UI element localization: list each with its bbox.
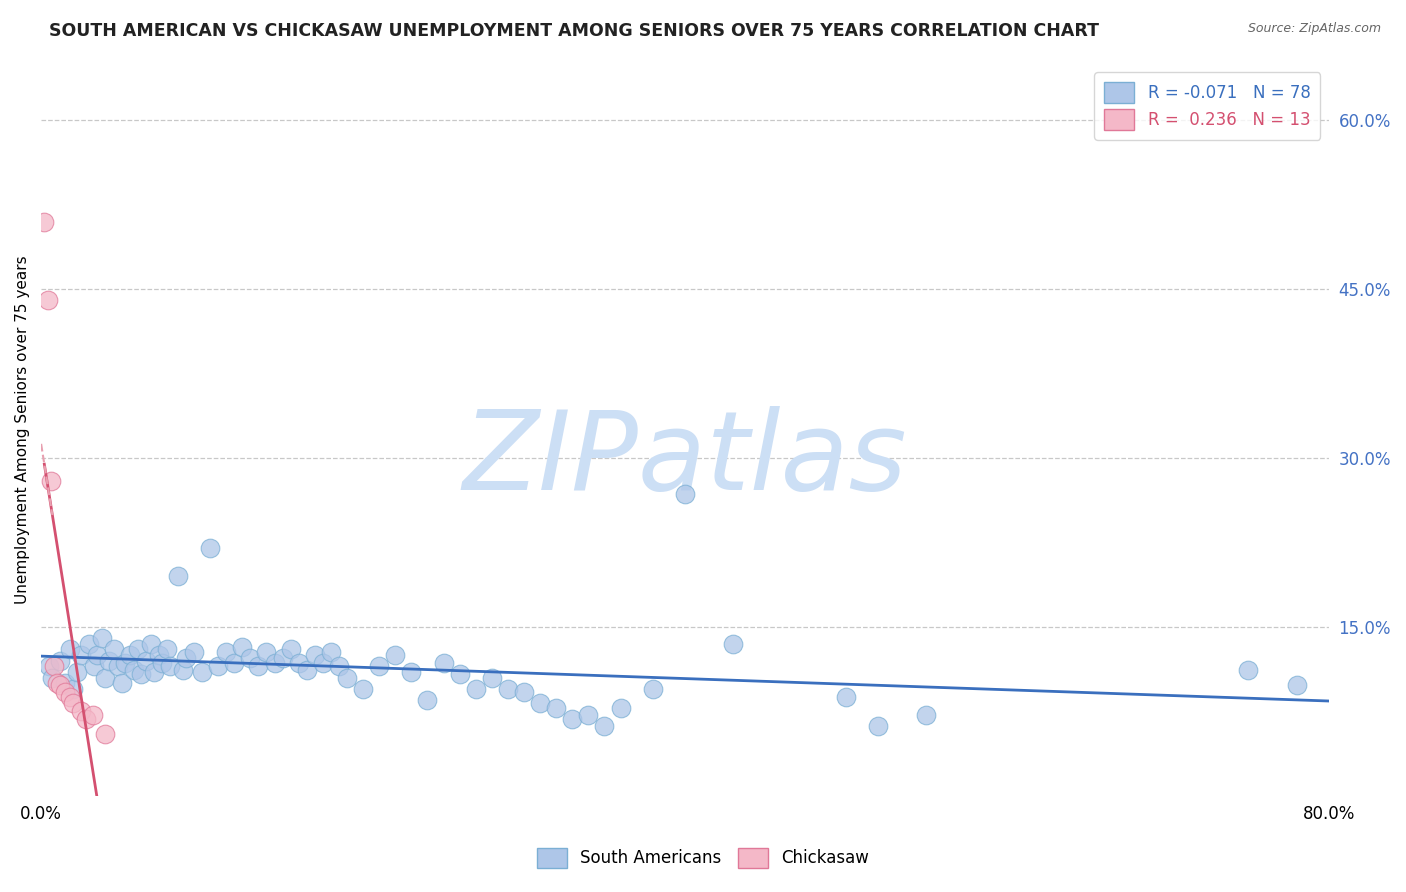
Point [70,704,93,718]
Point [593,719,616,733]
Point [62,681,84,696]
Text: SOUTH AMERICAN VS CHICKASAW UNEMPLOYMENT AMONG SENIORS OVER 75 YEARS CORRELATION: SOUTH AMERICAN VS CHICKASAW UNEMPLOYMENT… [49,22,1099,40]
Point [183,645,205,659]
Point [86,648,108,662]
Point [39,474,62,488]
Point [401,665,423,679]
Point [110,676,132,690]
Point [247,659,270,673]
Point [673,487,696,501]
Point [49,654,72,668]
Point [34,214,56,228]
Point [148,648,170,662]
Point [53,676,76,690]
Point [529,697,551,711]
Point [139,637,162,651]
Point [150,656,173,670]
Point [416,693,439,707]
Point [1237,663,1260,677]
Point [82,707,104,722]
Point [103,642,125,657]
Point [70,648,93,662]
Point [142,665,165,679]
Point [915,707,938,722]
Point [79,637,101,651]
Point [94,671,117,685]
Point [62,697,84,711]
Point [328,659,350,673]
Point [287,656,309,670]
Point [167,569,190,583]
Point [256,645,278,659]
Point [561,712,583,726]
Point [37,293,59,308]
Point [352,681,374,696]
Point [129,667,152,681]
Point [46,676,69,690]
Point [609,701,631,715]
Point [172,663,194,677]
Point [127,642,149,657]
Point [41,671,63,685]
Point [156,642,179,657]
Point [449,667,471,681]
Point [312,656,335,670]
Point [114,656,136,670]
Point [38,659,60,673]
Point [481,671,503,685]
Y-axis label: Unemployment Among Seniors over 75 years: Unemployment Among Seniors over 75 years [15,256,30,604]
Point [59,642,82,657]
Point [124,663,146,677]
Point [118,648,141,662]
Point [107,659,129,673]
Point [295,663,318,677]
Text: Source: ZipAtlas.com: Source: ZipAtlas.com [1247,22,1381,36]
Point [59,690,82,704]
Point [368,659,391,673]
Point [464,681,486,696]
Point [65,665,87,679]
Point [1285,678,1308,692]
Point [513,685,536,699]
Point [94,727,117,741]
Point [835,690,858,704]
Point [641,681,664,696]
Point [239,651,262,665]
Point [432,656,454,670]
Point [97,654,120,668]
Point [336,671,359,685]
Point [83,659,105,673]
Point [207,659,229,673]
Point [75,712,97,726]
Point [723,637,745,651]
Point [135,654,157,668]
Point [496,681,519,696]
Legend: South Americans, Chickasaw: South Americans, Chickasaw [530,841,876,875]
Point [319,645,342,659]
Point [191,665,214,679]
Legend: R = -0.071   N = 78, R =  0.236   N = 13: R = -0.071 N = 78, R = 0.236 N = 13 [1094,72,1320,140]
Point [159,659,181,673]
Point [304,648,326,662]
Point [263,656,285,670]
Point [91,631,114,645]
Point [174,651,197,665]
Point [215,645,238,659]
Point [280,642,302,657]
Point [224,656,246,670]
Point [42,659,65,673]
Point [271,651,294,665]
Point [198,541,221,555]
Point [53,685,76,699]
Point [49,678,72,692]
Point [868,719,890,733]
Point [576,707,599,722]
Point [231,640,253,655]
Text: ZIPatlas: ZIPatlas [463,406,907,513]
Point [546,701,568,715]
Point [384,648,406,662]
